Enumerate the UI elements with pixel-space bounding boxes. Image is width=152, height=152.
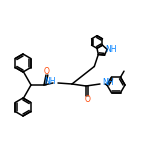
Text: NH: NH [45,77,56,86]
Text: NH: NH [105,45,117,54]
Text: O: O [44,67,50,76]
Text: NH: NH [102,78,114,87]
Text: O: O [85,95,91,105]
